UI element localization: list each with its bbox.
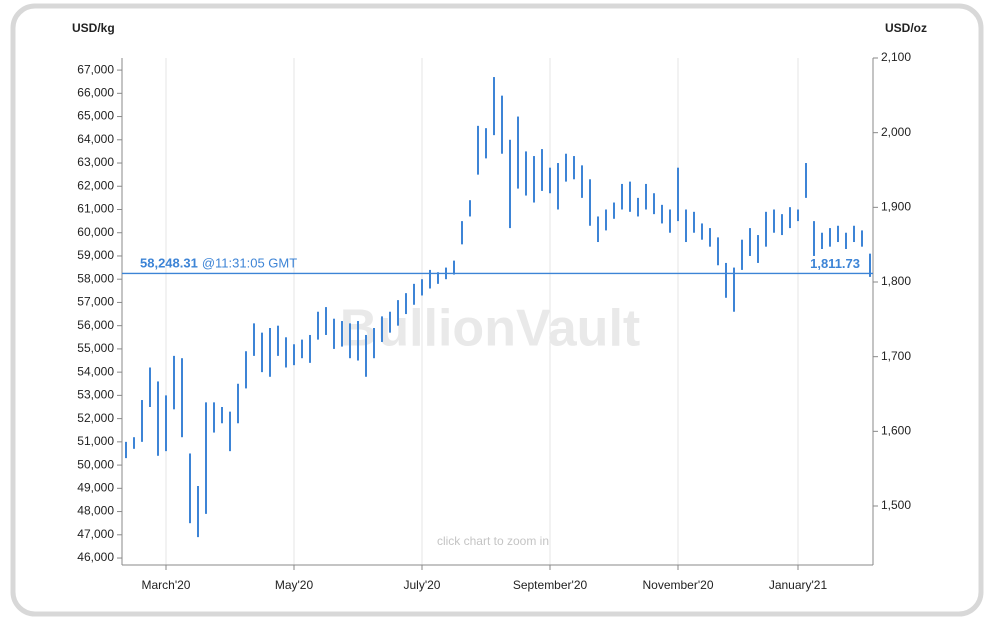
current-price-oz: 1,811.73: [810, 256, 860, 271]
y-tick-label: 50,000: [77, 457, 114, 471]
y2-tick-label: 1,800: [881, 274, 911, 288]
plot-area[interactable]: BullionVault click chart to zoom in: [125, 58, 871, 565]
watermark: BullionVault: [340, 300, 640, 358]
y-tick-label: 56,000: [77, 318, 114, 332]
y-tick-label: 67,000: [77, 62, 114, 76]
y-tick-label: 51,000: [77, 434, 114, 448]
y2-tick-label: 2,000: [881, 125, 911, 139]
hint: click chart to zoom in: [437, 534, 549, 548]
y-tick-label: 61,000: [77, 202, 114, 216]
y2-tick-label: 1,500: [881, 498, 911, 512]
y-tick-label: 63,000: [77, 155, 114, 169]
y-tick-label: 62,000: [77, 178, 114, 192]
y-tick-label: 60,000: [77, 225, 114, 239]
y-axis-unit: USD/kg: [72, 21, 115, 35]
y-tick-label: 54,000: [77, 364, 114, 378]
y-tick-label: 65,000: [77, 109, 114, 123]
y-tick-label: 48,000: [77, 504, 114, 518]
y-tick-label: 55,000: [77, 341, 114, 355]
x-tick-label: May'20: [275, 578, 314, 592]
y-tick-label: 46,000: [77, 550, 114, 564]
y-tick-label: 66,000: [77, 85, 114, 99]
y-tick-label: 52,000: [77, 411, 114, 425]
x-tick-label: March'20: [142, 578, 191, 592]
y-tick-label: 58,000: [77, 271, 114, 285]
x-tick-label: January'21: [769, 578, 828, 592]
current-price-label: 58,248.31 @11:31:05 GMT: [140, 256, 297, 271]
y-tick-label: 49,000: [77, 480, 114, 494]
y-tick-label: 64,000: [77, 132, 114, 146]
y2-tick-label: 1,600: [881, 424, 911, 438]
y2-tick-label: 1,900: [881, 200, 911, 214]
price-time: @11:31:05 GMT: [202, 256, 297, 271]
y2-axis-unit: USD/oz: [885, 21, 927, 35]
y-tick-label: 57,000: [77, 295, 114, 309]
y2-tick-label: 2,100: [881, 50, 911, 64]
y-tick-label: 53,000: [77, 388, 114, 402]
y2-tick-label: 1,700: [881, 349, 911, 363]
x-tick-label: November'20: [643, 578, 714, 592]
x-tick-label: July'20: [404, 578, 441, 592]
card-frame: [10, 3, 984, 617]
price-value: 58,248.31: [140, 256, 198, 271]
x-tick-label: September'20: [513, 578, 588, 592]
y-tick-label: 47,000: [77, 527, 114, 541]
y-tick-label: 59,000: [77, 248, 114, 262]
